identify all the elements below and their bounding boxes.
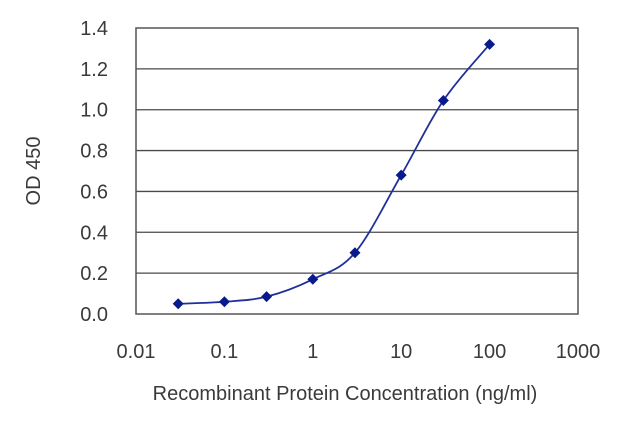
data-markers [172, 38, 496, 310]
y-tick-label: 0.0 [80, 304, 108, 326]
y-tick-label: 0.6 [80, 181, 108, 203]
data-point-1 [218, 296, 230, 308]
x-tick-label: 100 [473, 341, 506, 363]
y-axis-label: OD 450 [23, 137, 45, 206]
y-tick-labels: 0.0 0.2 0.4 0.6 0.8 1.0 1.2 1.4 [80, 18, 108, 326]
data-point-5 [395, 169, 407, 181]
y-tick-label: 0.8 [80, 141, 108, 163]
y-tick-label: 1.4 [80, 18, 108, 40]
series-line [178, 43, 491, 305]
plot-frame [135, 27, 579, 315]
y-tick-label: 1.2 [80, 59, 108, 81]
data-point-3 [307, 273, 319, 285]
x-tick-label: 0.01 [117, 341, 156, 363]
x-tick-labels: 0.01 0.1 1 10 100 1000 [117, 341, 601, 363]
x-tick-label: 0.1 [210, 341, 238, 363]
x-tick-label: 1000 [556, 341, 601, 363]
y-tick-label: 1.0 [80, 100, 108, 122]
x-axis-label: Recombinant Protein Concentration (ng/ml… [153, 383, 538, 405]
data-point-7 [484, 38, 496, 50]
y-tick-label: 0.4 [80, 222, 108, 244]
data-point-4 [349, 247, 361, 259]
data-point-6 [437, 95, 449, 107]
x-tick-label: 10 [390, 341, 412, 363]
y-tick-label: 0.2 [80, 263, 108, 285]
x-tick-label: 1 [307, 341, 318, 363]
grid-lines [136, 68, 578, 274]
data-point-2 [261, 291, 273, 303]
data-point-0 [172, 298, 184, 310]
